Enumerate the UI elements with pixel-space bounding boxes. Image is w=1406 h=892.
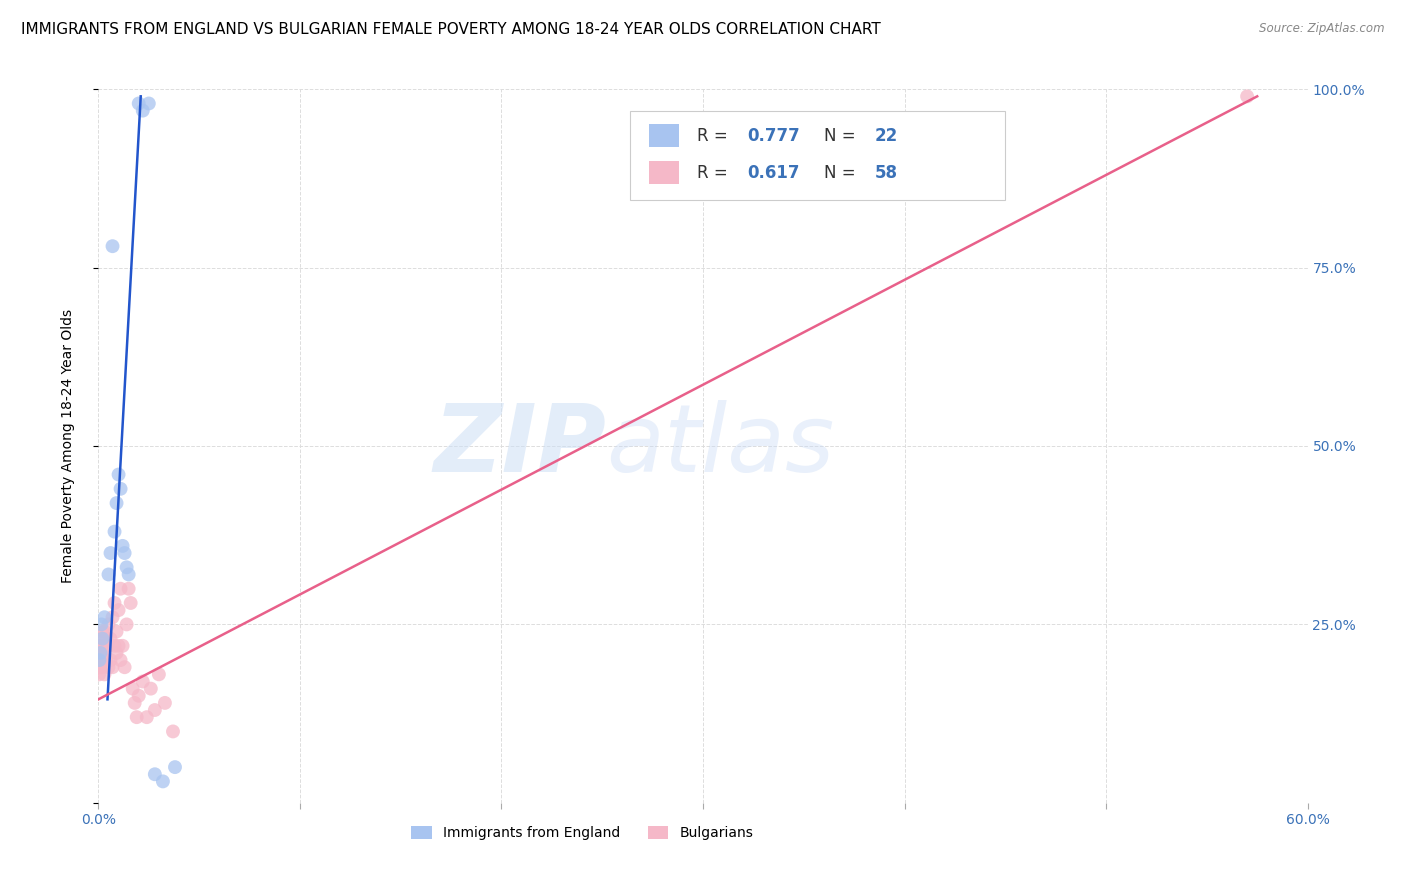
Point — [115, 617, 138, 632]
Point — [97, 660, 120, 674]
Point — [135, 710, 157, 724]
Text: IMMIGRANTS FROM ENGLAND VS BULGARIAN FEMALE POVERTY AMONG 18-24 YEAR OLDS CORREL: IMMIGRANTS FROM ENGLAND VS BULGARIAN FEM… — [21, 22, 880, 37]
Text: 22: 22 — [875, 127, 898, 145]
Text: N =: N = — [824, 127, 860, 145]
Point — [105, 624, 128, 639]
Point — [138, 96, 160, 111]
Point — [132, 103, 155, 118]
Point — [89, 660, 111, 674]
Point — [90, 660, 112, 674]
Point — [90, 632, 112, 646]
Point — [91, 646, 114, 660]
Point — [96, 639, 118, 653]
FancyBboxPatch shape — [648, 161, 679, 184]
Point — [125, 710, 148, 724]
Point — [103, 639, 125, 653]
Point — [97, 567, 120, 582]
Point — [100, 632, 122, 646]
Y-axis label: Female Poverty Among 18-24 Year Olds: Female Poverty Among 18-24 Year Olds — [60, 309, 75, 583]
Point — [163, 760, 186, 774]
Point — [114, 546, 136, 560]
Point — [101, 239, 124, 253]
Point — [97, 639, 120, 653]
Point — [110, 482, 132, 496]
Point — [89, 639, 111, 653]
Text: R =: R = — [697, 164, 733, 182]
Point — [139, 681, 162, 696]
Point — [87, 653, 110, 667]
Point — [128, 689, 150, 703]
Text: N =: N = — [824, 164, 860, 182]
Legend: Immigrants from England, Bulgarians: Immigrants from England, Bulgarians — [405, 821, 759, 846]
Point — [128, 96, 150, 111]
Point — [105, 496, 128, 510]
Point — [111, 539, 134, 553]
Point — [91, 624, 114, 639]
Point — [143, 703, 166, 717]
Point — [90, 646, 112, 660]
Point — [1236, 89, 1258, 103]
Point — [148, 667, 170, 681]
Point — [107, 467, 129, 482]
Point — [101, 660, 124, 674]
FancyBboxPatch shape — [648, 124, 679, 147]
Point — [110, 653, 132, 667]
Text: 58: 58 — [875, 164, 897, 182]
Point — [114, 660, 136, 674]
Text: 0.617: 0.617 — [748, 164, 800, 182]
Point — [93, 639, 115, 653]
Point — [115, 560, 138, 574]
Point — [152, 774, 174, 789]
Point — [90, 653, 112, 667]
Point — [132, 674, 155, 689]
FancyBboxPatch shape — [630, 111, 1005, 200]
Point — [107, 639, 129, 653]
Point — [89, 667, 111, 681]
Point — [89, 653, 111, 667]
Point — [143, 767, 166, 781]
Point — [91, 632, 114, 646]
Point — [91, 653, 114, 667]
Point — [110, 582, 132, 596]
Point — [118, 582, 141, 596]
Text: atlas: atlas — [606, 401, 835, 491]
Point — [90, 653, 112, 667]
Point — [101, 610, 124, 624]
Point — [118, 567, 141, 582]
Point — [105, 646, 128, 660]
Point — [124, 696, 146, 710]
Point — [90, 639, 112, 653]
Text: 0.777: 0.777 — [748, 127, 800, 145]
Point — [91, 639, 114, 653]
Point — [103, 596, 125, 610]
Point — [97, 617, 120, 632]
Point — [93, 653, 115, 667]
Text: Source: ZipAtlas.com: Source: ZipAtlas.com — [1260, 22, 1385, 36]
Point — [111, 639, 134, 653]
Point — [89, 646, 111, 660]
Point — [93, 624, 115, 639]
Point — [103, 524, 125, 539]
Point — [89, 646, 111, 660]
Point — [121, 681, 143, 696]
Text: R =: R = — [697, 127, 733, 145]
Point — [107, 603, 129, 617]
Point — [153, 696, 176, 710]
Point — [120, 596, 142, 610]
Point — [100, 546, 122, 560]
Point — [100, 653, 122, 667]
Point — [90, 617, 112, 632]
Point — [89, 639, 111, 653]
Point — [89, 639, 111, 653]
Point — [162, 724, 184, 739]
Point — [87, 660, 110, 674]
Text: ZIP: ZIP — [433, 400, 606, 492]
Point — [89, 653, 111, 667]
Point — [96, 653, 118, 667]
Point — [96, 632, 118, 646]
Point — [93, 667, 115, 681]
Point — [93, 610, 115, 624]
